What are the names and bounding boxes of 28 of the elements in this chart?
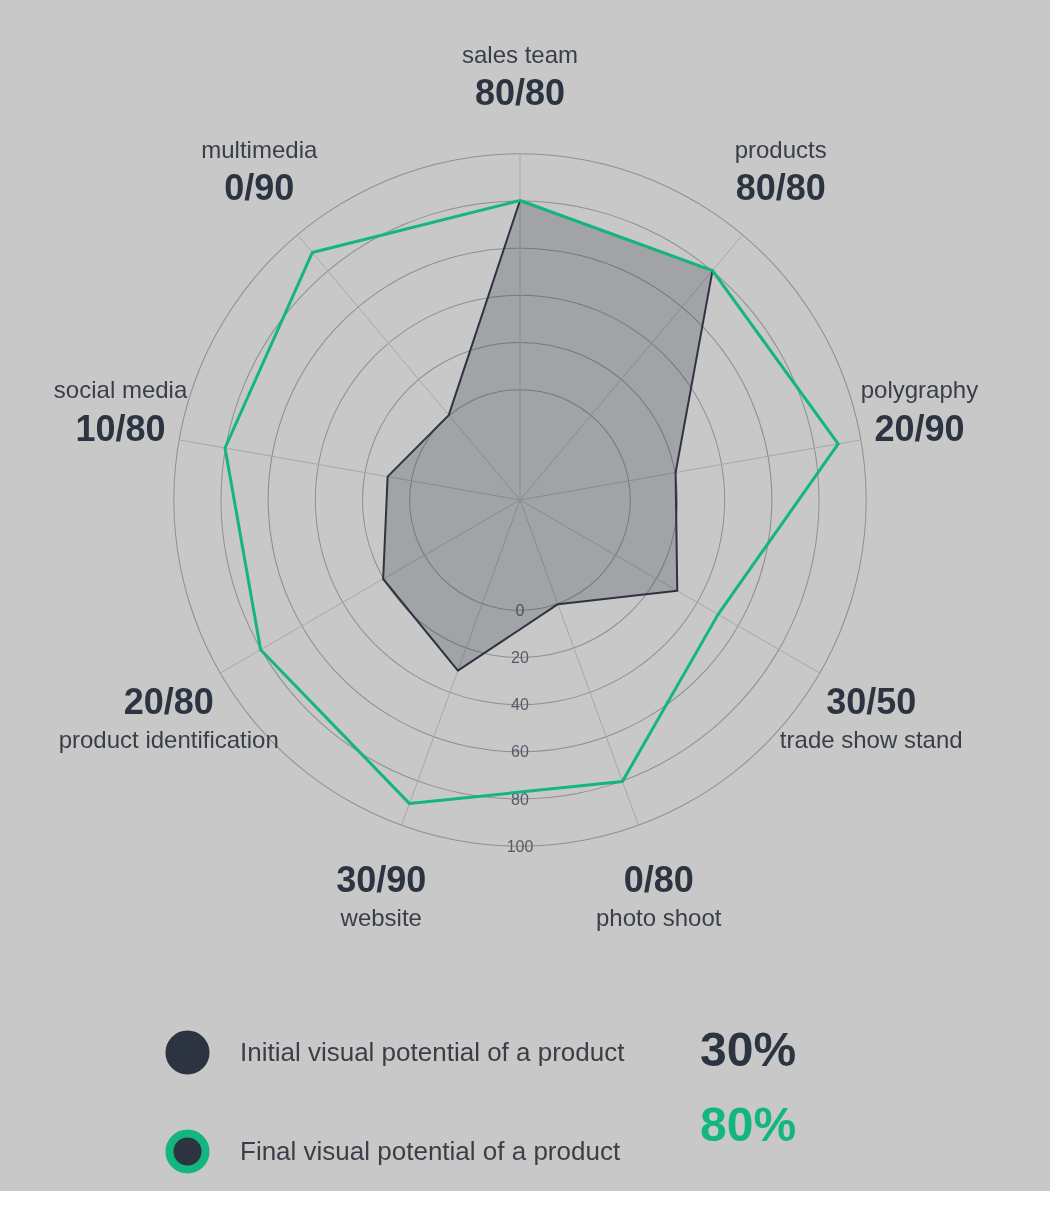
text: 80/80 — [735, 167, 826, 209]
text: 20/80 — [123, 680, 214, 722]
text: 80% — [700, 1098, 797, 1151]
y-tick-label: 20 — [511, 649, 529, 666]
y-tick-label: 0 — [515, 601, 525, 619]
y-tick-label: 80 — [511, 790, 529, 808]
text: 0/90 — [224, 167, 295, 209]
spoke-label: trade show stand — [779, 725, 963, 753]
text: 30/90 — [336, 859, 427, 901]
text: 10/80 — [75, 407, 166, 449]
spoke-label: social media — [53, 376, 188, 404]
y-tick-label: 100 — [506, 837, 534, 855]
text: 0/80 — [623, 859, 694, 901]
spoke-label: website — [339, 904, 422, 932]
spoke-label: multimedia — [201, 136, 318, 164]
spoke-label: sales team — [461, 41, 579, 69]
text: 20/90 — [874, 407, 965, 449]
spoke-label: photo shoot — [596, 904, 722, 932]
spoke-label: product identification — [58, 725, 279, 753]
legend-label: Final visual potential of a product — [240, 1135, 621, 1166]
spoke-label: polygraphy — [860, 376, 979, 404]
y-tick-label: 40 — [511, 696, 529, 714]
spoke-label: products — [734, 136, 827, 164]
text: 30% — [700, 1023, 797, 1076]
text: 80/80 — [474, 72, 566, 114]
text: 30/50 — [826, 680, 917, 722]
legend-label: Initial visual potential of a product — [240, 1036, 626, 1067]
y-tick-label: 60 — [511, 743, 529, 761]
